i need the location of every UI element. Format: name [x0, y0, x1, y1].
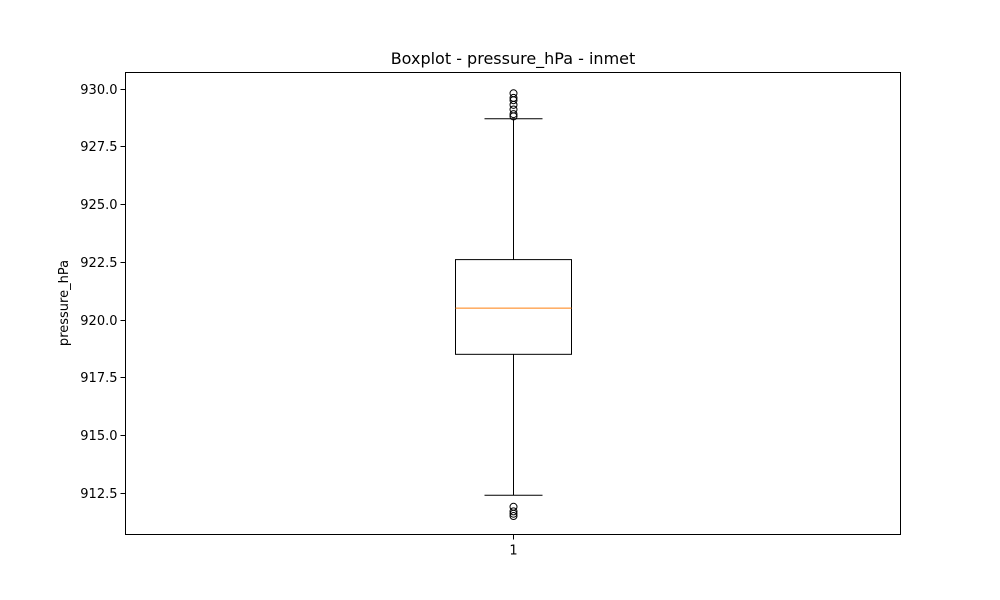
y-tick-label: 917.5	[80, 371, 117, 386]
plot-area: 912.5 915.0 917.5 920.0 922.5 925.0 927.5 930.0…	[80, 83, 572, 559]
y-tick-label: 930.0	[80, 83, 117, 98]
outlier-point	[509, 512, 518, 521]
y-tick-label: 912.5	[80, 487, 117, 502]
outlier-point	[509, 509, 518, 518]
outlier-point	[509, 93, 518, 102]
plot-frame	[125, 72, 901, 535]
y-axis-label: pressure_hPa	[57, 260, 72, 346]
y-tick-label: 927.5	[80, 140, 117, 155]
outlier-point	[509, 110, 518, 119]
outlier-point	[509, 105, 518, 114]
y-tick-label: 915.0	[80, 429, 117, 444]
y-tick-label: 922.5	[80, 256, 117, 271]
y-tick-label: 925.0	[80, 198, 117, 213]
y-tick-label: 920.0	[80, 314, 117, 329]
iqr-box	[455, 259, 572, 355]
x-tick-label: 1	[509, 544, 517, 559]
outlier-point	[509, 89, 518, 98]
outlier-point	[509, 507, 518, 516]
chart-title: Boxplot - pressure_hPa - inmet	[391, 49, 636, 69]
